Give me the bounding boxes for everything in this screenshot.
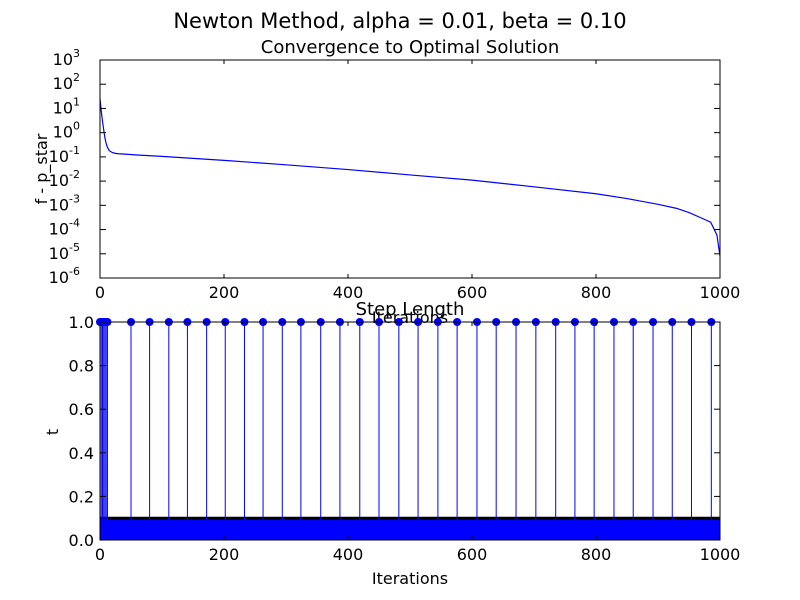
y-tick-exponent: -2 [69, 168, 80, 181]
y-tick-exponent: -3 [69, 192, 80, 205]
x-tick-label: 400 [333, 545, 364, 564]
convergence-y-axis-label: f - p_star [32, 133, 52, 204]
small-step-stems [100, 518, 720, 540]
y-tick-label: 10-3 [49, 192, 80, 214]
y-tick-label: 100 [53, 120, 80, 142]
y-tick-exponent: 1 [73, 95, 80, 108]
y-tick-exponent: 2 [73, 71, 80, 84]
x-tick-label: 0 [95, 283, 105, 302]
y-tick-exponent: -5 [69, 241, 80, 254]
x-tick-label: 200 [209, 545, 240, 564]
x-tick-label: 800 [581, 283, 612, 302]
x-tick-label: 1000 [700, 545, 741, 564]
y-tick-exponent: -4 [69, 217, 80, 230]
y-tick-exponent: -6 [69, 265, 80, 278]
step-length-chart: Step Length 0 200 400 600 800 1000 0.0 0.2 0.4 0.… [43, 299, 740, 588]
x-tick-label: 400 [333, 283, 364, 302]
figure-suptitle: Newton Method, alpha = 0.01, beta = 0.10 [173, 9, 626, 33]
step-length-chart-title: Step Length [356, 299, 465, 320]
y-tick-label: 10-6 [49, 265, 80, 287]
x-tick-label: 600 [457, 545, 488, 564]
x-tick-label: 200 [209, 283, 240, 302]
y-tick-exponent: -1 [69, 144, 80, 157]
y-tick-label: 1.0 [69, 313, 94, 332]
convergence-chart-title: Convergence to Optimal Solution [261, 37, 559, 58]
y-tick-label: 10-5 [49, 241, 80, 263]
convergence-line [99, 98, 721, 257]
x-tick-label: 600 [457, 283, 488, 302]
y-tick-exponent: 0 [73, 120, 80, 133]
y-tick-label: 0.0 [69, 531, 94, 550]
y-tick-label: 0.4 [69, 444, 94, 463]
step-length-x-axis-label: Iterations [372, 569, 448, 588]
convergence-series-group [99, 98, 721, 257]
step-length-axes: 0 200 400 600 800 1000 0.0 0.2 0.4 0.6 0.8 1.0 [69, 313, 741, 564]
y-tick-label: 10-4 [49, 217, 80, 239]
y-tick-exponent: 3 [73, 47, 80, 60]
convergence-chart: Convergence to Optimal Solution 0 200 400 6… [32, 37, 740, 327]
x-tick-label: 0 [95, 545, 105, 564]
y-tick-label: 10-2 [49, 168, 80, 190]
step-length-plot-frame [99, 321, 721, 541]
step-length-y-axis-label: t [43, 429, 62, 435]
convergence-plot-frame [99, 59, 721, 279]
x-tick-label: 1000 [700, 283, 741, 302]
step-length-series-group [96, 318, 720, 540]
y-tick-label: 10-1 [49, 144, 80, 166]
y-tick-label: 103 [53, 47, 80, 69]
y-tick-label: 0.8 [69, 357, 94, 376]
convergence-axes: 0 200 400 600 800 100010-610-510-410-310-210-… [49, 47, 741, 302]
y-tick-label: 0.2 [69, 487, 94, 506]
y-tick-label: 101 [53, 95, 80, 117]
x-tick-label: 800 [581, 545, 612, 564]
y-tick-label: 102 [53, 71, 80, 93]
y-tick-label: 0.6 [69, 400, 94, 419]
